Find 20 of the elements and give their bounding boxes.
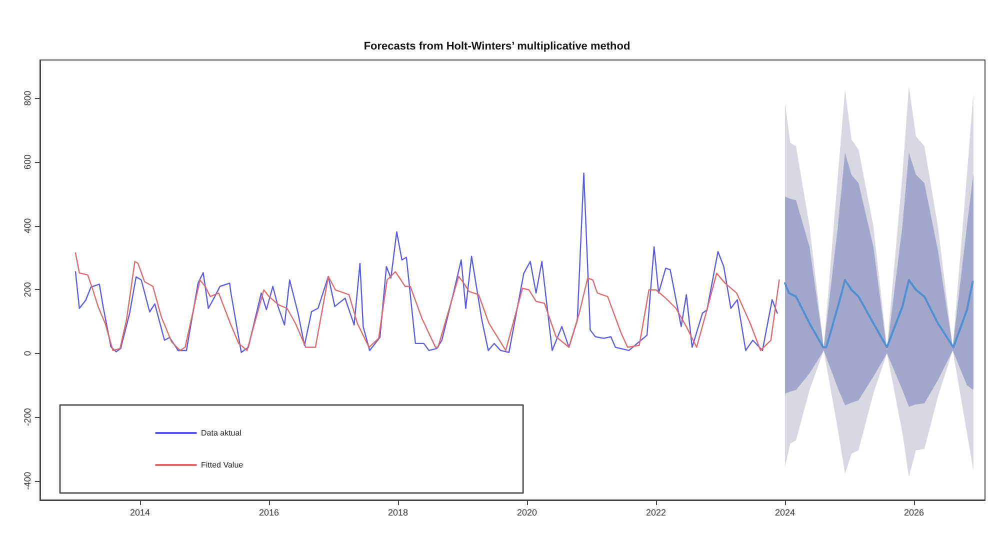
x-tick-label: 2014 <box>130 508 150 518</box>
legend-label: Fitted Value <box>201 460 244 470</box>
legend-label: Data aktual <box>201 428 242 438</box>
y-tick-label: 800 <box>22 90 32 106</box>
y-tick-label: 0 <box>22 350 32 356</box>
line-series <box>74 172 778 353</box>
y-tick-label: -200 <box>22 408 32 426</box>
x-tick-label: 2026 <box>904 508 924 518</box>
line-series <box>74 252 780 352</box>
chart-title: Forecasts from Holt-Winters’ multiplicative method <box>364 40 630 52</box>
y-tick-label: -400 <box>22 472 32 490</box>
line-series <box>784 279 974 348</box>
y-tick-label: 200 <box>22 282 32 298</box>
y-tick-label: 400 <box>22 218 32 234</box>
y-tick-label: 600 <box>22 154 32 170</box>
x-tick-label: 2020 <box>517 508 538 518</box>
x-tick-label: 2016 <box>258 508 280 518</box>
x-tick-label: 2022 <box>646 508 666 518</box>
x-tick-label: 2024 <box>775 508 796 518</box>
x-tick-label: 2018 <box>388 508 408 518</box>
